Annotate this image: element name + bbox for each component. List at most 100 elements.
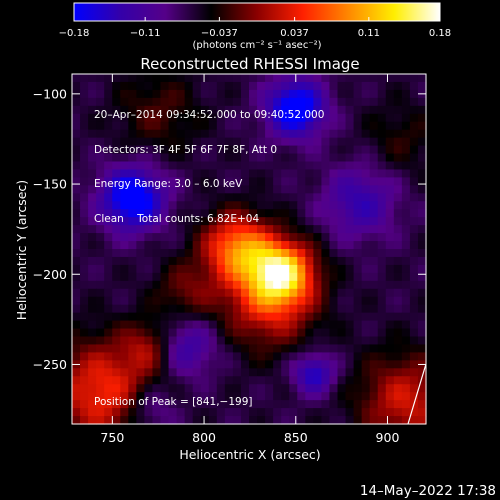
heatmap-cell <box>313 296 323 306</box>
heatmap-cell <box>80 256 89 266</box>
heatmap-cell <box>361 312 371 322</box>
heatmap-cell <box>88 336 97 346</box>
heatmap-cell <box>313 145 323 155</box>
heatmap-cell <box>305 256 314 266</box>
heatmap-cell <box>152 201 162 210</box>
heatmap-cell <box>257 344 266 353</box>
heatmap-cell <box>208 225 218 234</box>
heatmap-cell <box>184 312 194 322</box>
heatmap-cell <box>152 288 162 298</box>
heatmap-cell <box>152 105 162 115</box>
heatmap-cell <box>273 241 282 250</box>
heatmap-cell <box>361 97 371 107</box>
heatmap-cell <box>192 225 202 234</box>
heatmap-cell <box>369 105 379 115</box>
heatmap-cell <box>240 288 250 298</box>
heatmap-cell <box>281 280 290 290</box>
heatmap-cell <box>313 344 323 353</box>
heatmap-cell <box>417 416 427 425</box>
heatmap-cell <box>160 105 170 115</box>
heatmap-cell <box>120 312 129 322</box>
heatmap-cell <box>289 256 298 266</box>
heatmap-cell <box>385 193 395 202</box>
heatmap-cell <box>353 312 363 322</box>
heatmap-cell <box>313 328 323 338</box>
heatmap-cell <box>160 225 170 234</box>
heatmap-cell <box>168 241 178 250</box>
heatmap-cell <box>401 209 411 218</box>
heatmap-cell <box>329 137 339 147</box>
heatmap-cell <box>168 201 178 210</box>
heatmap-cell <box>232 89 242 99</box>
heatmap-cell <box>313 137 323 147</box>
heatmap-cell <box>313 392 323 401</box>
heatmap-cell <box>409 352 419 361</box>
heatmap-cell <box>385 145 395 155</box>
heatmap-cell <box>337 312 347 322</box>
heatmap-cell <box>313 74 323 83</box>
heatmap-cell <box>168 408 178 417</box>
heatmap-cell <box>353 320 363 330</box>
heatmap-cell <box>265 145 274 155</box>
heatmap-cell <box>377 264 387 274</box>
heatmap-cell <box>265 81 274 91</box>
heatmap-cell <box>401 81 411 91</box>
info-line-date: 20–Apr–2014 09:34:52.000 to 09:40:52.000 <box>94 109 325 121</box>
heatmap-cell <box>345 336 355 346</box>
heatmap-cell <box>216 288 226 298</box>
heatmap-cell <box>80 416 89 425</box>
heatmap-cell <box>401 352 411 361</box>
heatmap-cell <box>72 344 81 353</box>
heatmap-cell <box>377 97 387 107</box>
heatmap-cell <box>313 129 323 139</box>
heatmap-cell <box>184 233 194 242</box>
heatmap-cell <box>192 416 202 425</box>
heatmap-cell <box>160 336 170 346</box>
heatmap-cell <box>96 241 105 250</box>
heatmap-cell <box>152 360 162 369</box>
heatmap-cell <box>281 145 290 155</box>
heatmap-cell <box>216 201 226 210</box>
heatmap-cell <box>289 272 298 282</box>
heatmap-cell <box>345 264 355 274</box>
heatmap-cell <box>224 137 234 147</box>
heatmap-cell <box>409 272 419 282</box>
heatmap-cell <box>297 177 306 186</box>
heatmap-cell <box>80 113 89 123</box>
heatmap-cell <box>96 344 105 353</box>
heatmap-cell <box>128 368 137 377</box>
heatmap-cell <box>265 272 274 282</box>
heatmap-cell <box>345 400 355 409</box>
heatmap-cell <box>369 344 379 353</box>
heatmap-cell <box>184 193 194 202</box>
heatmap-cell <box>305 376 314 385</box>
heatmap-cell <box>345 201 355 210</box>
heatmap-cell <box>393 225 403 234</box>
heatmap-cell <box>144 249 154 258</box>
heatmap-cell <box>104 185 113 194</box>
heatmap-cell <box>409 177 419 186</box>
heatmap-cell <box>104 81 113 91</box>
heatmap-cell <box>289 288 298 298</box>
heatmap-cell <box>176 145 186 155</box>
heatmap-cell <box>112 217 121 226</box>
heatmap-cell <box>377 169 387 178</box>
heatmap-cell <box>216 368 226 377</box>
heatmap-cell <box>337 249 347 258</box>
heatmap-cell <box>353 241 363 250</box>
heatmap-cell <box>409 320 419 330</box>
heatmap-cell <box>305 368 314 377</box>
heatmap-cell <box>192 264 202 274</box>
heatmap-cell <box>361 416 371 425</box>
heatmap-cell <box>321 344 331 353</box>
heatmap-cell <box>144 280 154 290</box>
heatmap-cell <box>409 360 419 369</box>
heatmap-cell <box>208 89 218 99</box>
heatmap-cell <box>393 113 403 123</box>
heatmap-cell <box>401 225 411 234</box>
heatmap-cell <box>273 376 282 385</box>
heatmap-cell <box>369 256 379 266</box>
heatmap-cell <box>80 225 89 234</box>
heatmap-cell <box>224 74 234 83</box>
heatmap-cell <box>200 177 210 186</box>
